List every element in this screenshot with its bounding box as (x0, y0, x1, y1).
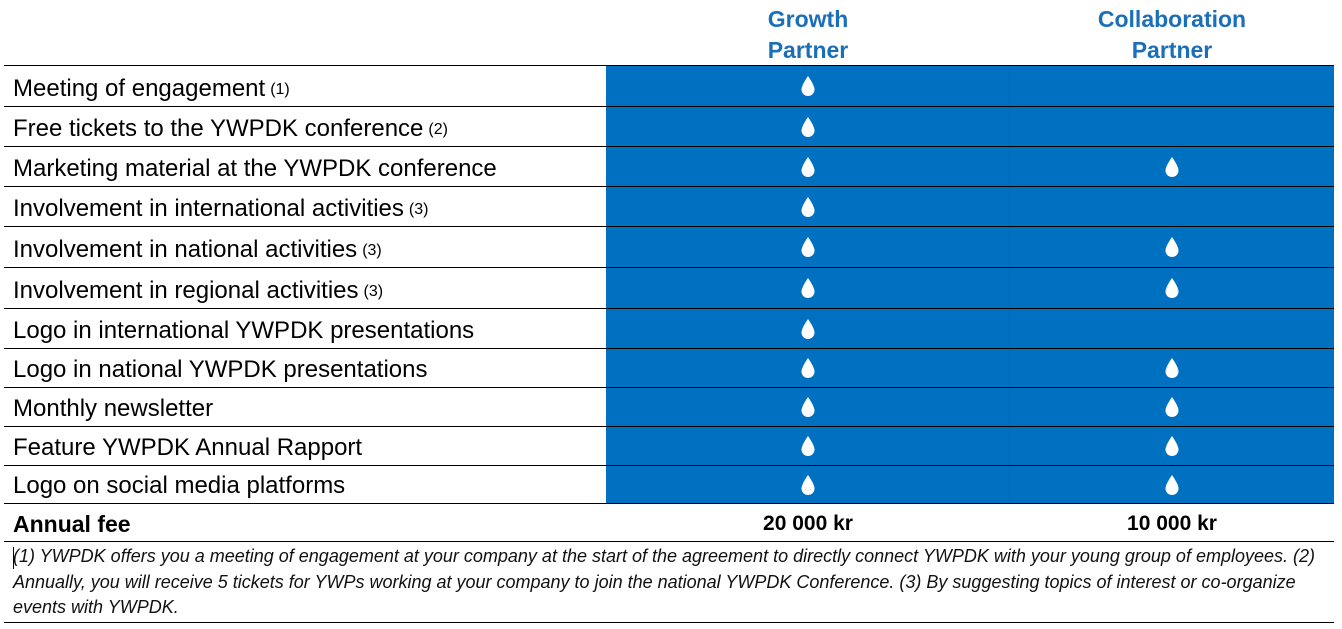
water-drop-icon (1164, 156, 1180, 178)
collab-cell (1010, 309, 1334, 348)
benefit-label: Involvement in regional activities (3) (4, 268, 606, 308)
water-drop-icon (800, 318, 816, 340)
growth-header-line2: Partner (767, 37, 849, 63)
water-drop-icon (1164, 236, 1180, 258)
growth-cell (606, 349, 1010, 387)
footnote-marker: (3) (363, 283, 384, 300)
water-drop-icon (800, 75, 816, 97)
water-drop-icon (800, 156, 816, 178)
collab-fee-value: 10 000 kr (1127, 512, 1217, 535)
footnote-text: (1) YWPDK offers you a meeting of engage… (13, 546, 1315, 617)
water-drop-icon (1164, 474, 1180, 496)
benefit-label: Involvement in international activities(… (4, 187, 606, 226)
text-cursor (13, 547, 14, 569)
water-drop-icon (800, 277, 816, 299)
collab-cell (1010, 187, 1334, 226)
growth-cell (606, 388, 1010, 426)
benefit-label: Feature YWPDK Annual Rapport (4, 427, 606, 465)
benefit-row: Involvement in national activities (3) (4, 226, 1334, 267)
benefit-row: Logo in international YWPDK presentation… (4, 308, 1334, 348)
benefit-label: Free tickets to the YWPDK conference (2) (4, 107, 606, 146)
growth-cell (606, 107, 1010, 146)
benefit-label: Logo in international YWPDK presentation… (4, 309, 606, 348)
collab-cell (1010, 466, 1334, 503)
benefit-label: Logo on social media platforms (4, 466, 606, 503)
benefit-row: Monthly newsletter (4, 387, 1334, 426)
collab-cell (1010, 147, 1334, 186)
growth-cell (606, 466, 1010, 503)
water-drop-icon (1164, 435, 1180, 457)
benefit-label: Involvement in national activities (3) (4, 227, 606, 267)
benefit-row: Feature YWPDK Annual Rapport (4, 426, 1334, 465)
benefit-label-text: Logo in international YWPDK presentation… (13, 317, 475, 344)
benefit-row: Logo on social media platforms (4, 465, 1334, 504)
collab-cell (1010, 388, 1334, 426)
growth-cell (606, 66, 1010, 106)
benefit-row: Free tickets to the YWPDK conference (2) (4, 106, 1334, 146)
growth-header-line1: Growth (767, 6, 849, 32)
benefit-label-text: Logo in national YWPDK presentations (13, 356, 428, 383)
water-drop-icon (1164, 357, 1180, 379)
footnote-marker: (2) (428, 121, 448, 138)
collab-cell (1010, 66, 1334, 106)
benefit-label-text: Feature YWPDK Annual Rapport (13, 434, 363, 461)
benefit-label-text: Involvement in international activities (13, 195, 404, 222)
collab-cell (1010, 427, 1334, 465)
annual-fee-row: Annual fee 20 000 kr 10 000 kr (4, 506, 1334, 542)
growth-cell (606, 268, 1010, 308)
collab-cell (1010, 227, 1334, 267)
collab-header-line2: Partner (1131, 37, 1213, 63)
benefit-row: Marketing material at the YWPDK conferen… (4, 146, 1334, 186)
growth-partner-header: Growth Partner (606, 4, 1010, 66)
collab-cell (1010, 268, 1334, 308)
benefit-label: Logo in national YWPDK presentations (4, 349, 606, 387)
collaboration-partner-header: Collaboration Partner (1010, 4, 1334, 66)
benefit-row: Involvement in international activities(… (4, 186, 1334, 226)
growth-cell (606, 147, 1010, 186)
water-drop-icon (800, 236, 816, 258)
water-drop-icon (1164, 396, 1180, 418)
benefit-label: Monthly newsletter (4, 388, 606, 426)
water-drop-icon (1164, 277, 1180, 299)
benefit-label: Marketing material at the YWPDK conferen… (4, 147, 606, 186)
water-drop-icon (800, 196, 816, 218)
footnote-marker: (3) (362, 242, 382, 259)
benefit-row: Logo in national YWPDK presentations (4, 348, 1334, 387)
benefit-label-text: Marketing material at the YWPDK conferen… (13, 155, 497, 182)
footnote-marker: (3) (408, 201, 429, 218)
water-drop-icon (800, 357, 816, 379)
footnote-marker: (1) (270, 81, 290, 98)
benefit-label-text: Involvement in national activities (13, 236, 358, 263)
annual-fee-label: Annual fee (13, 511, 131, 537)
water-drop-icon (800, 396, 816, 418)
benefit-label-text: Involvement in regional activities (13, 277, 359, 304)
benefit-label: Meeting of engagement (1) (4, 66, 606, 106)
water-drop-icon (800, 116, 816, 138)
benefit-label-text: Free tickets to the YWPDK conference (13, 115, 424, 142)
benefit-row: Involvement in regional activities (3) (4, 267, 1334, 308)
growth-cell (606, 309, 1010, 348)
benefit-label-text: Meeting of engagement (13, 75, 266, 102)
benefit-label-text: Logo on social media platforms (13, 472, 346, 499)
benefit-row: Meeting of engagement (1) (4, 65, 1334, 106)
growth-cell (606, 187, 1010, 226)
water-drop-icon (800, 435, 816, 457)
growth-cell (606, 227, 1010, 267)
benefit-label-text: Monthly newsletter (13, 395, 214, 422)
benefits-table: Meeting of engagement (1) Free tickets to … (4, 65, 1334, 504)
footnote-box[interactable]: (1) YWPDK offers you a meeting of engage… (4, 543, 1334, 623)
water-drop-icon (800, 474, 816, 496)
growth-cell (606, 427, 1010, 465)
collab-cell (1010, 107, 1334, 146)
collab-cell (1010, 349, 1334, 387)
collab-header-line1: Collaboration (1097, 6, 1247, 32)
growth-fee-value: 20 000 kr (763, 512, 853, 535)
